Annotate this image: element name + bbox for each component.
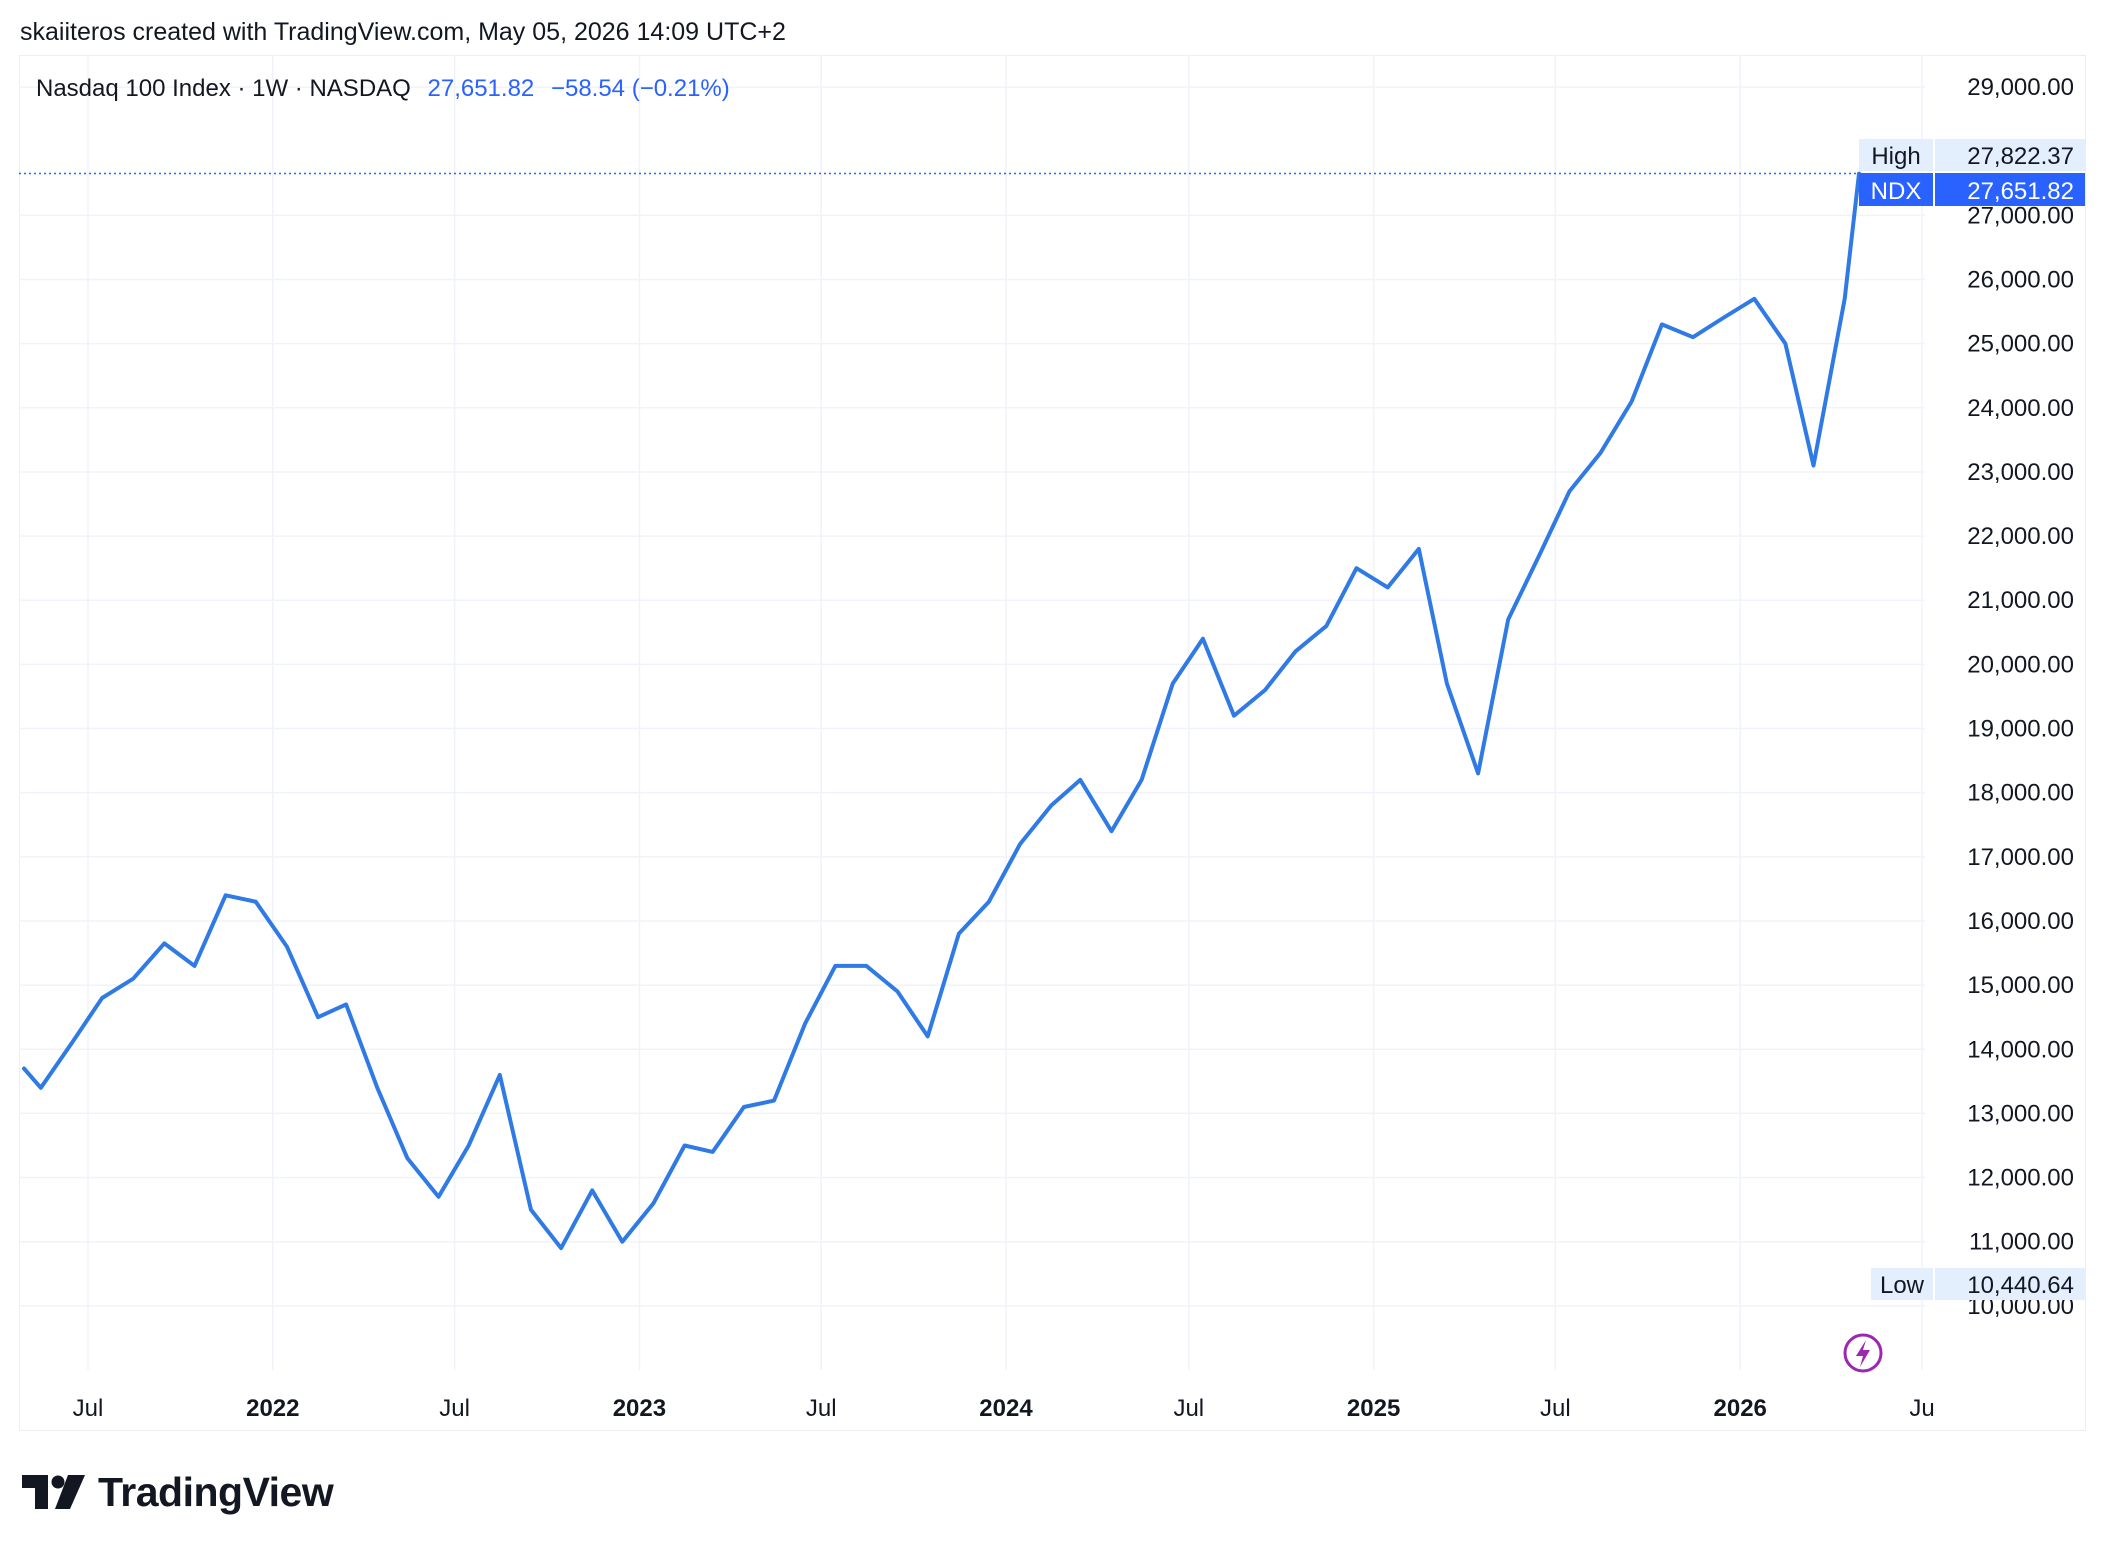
- x-tick-label: Jul: [806, 1395, 837, 1422]
- symbol-legend: Nasdaq 100 Index · 1W · NASDAQ 27,651.82…: [36, 75, 730, 103]
- x-tick-label: Jul: [439, 1395, 470, 1422]
- chart-caption: skaiiteros created with TradingView.com,…: [20, 18, 786, 46]
- y-tick-label: 27,000.00: [1967, 202, 2074, 229]
- x-tick-label: Ju: [1909, 1395, 1934, 1422]
- x-tick-label: Jul: [73, 1395, 104, 1422]
- last-price: 27,651.82: [427, 75, 535, 102]
- y-tick-label: 13,000.00: [1967, 1100, 2074, 1127]
- high-tag: High 27,822.37: [1859, 139, 2085, 171]
- time-axis: Jul 2022 Jul 2023 Jul 2024 Jul 2025 Jul 2026 Ju: [73, 1395, 1935, 1422]
- high-value: 27,822.37: [1967, 143, 2074, 170]
- x-tick-label: 2022: [246, 1395, 299, 1422]
- low-label: Low: [1880, 1272, 1925, 1299]
- y-tick-label: 19,000.00: [1967, 716, 2074, 743]
- y-tick-label: 23,000.00: [1967, 459, 2074, 486]
- ndx-label: NDX: [1871, 178, 1922, 205]
- low-tag: Low 10,440.64: [1871, 1268, 2085, 1300]
- symbol-title: Nasdaq 100 Index · 1W · NASDAQ: [36, 75, 411, 102]
- x-tick-label: Jul: [1173, 1395, 1204, 1422]
- y-tick-label: 22,000.00: [1967, 523, 2074, 550]
- y-tick-label: 11,000.00: [1969, 1229, 2074, 1256]
- grid: [19, 55, 1925, 1370]
- y-tick-label: 17,000.00: [1967, 844, 2074, 871]
- x-tick-label: 2026: [1714, 1395, 1767, 1422]
- y-tick-label: 29,000.00: [1967, 74, 2074, 101]
- y-tick-label: 18,000.00: [1967, 780, 2074, 807]
- y-tick-label: 20,000.00: [1967, 651, 2074, 678]
- lightning-icon[interactable]: [1843, 1333, 1883, 1373]
- y-tick-label: 16,000.00: [1967, 908, 2074, 935]
- price-line: [22, 171, 1861, 1251]
- ndx-tag: NDX 27,651.82: [1859, 173, 2085, 206]
- logo-text: TradingView: [98, 1468, 334, 1515]
- x-tick-label: 2025: [1347, 1395, 1400, 1422]
- price-change: −58.54 (−0.21%): [550, 75, 730, 102]
- y-tick-label: 24,000.00: [1967, 395, 2074, 422]
- price-axis: 10,000.0011,000.0012,000.0013,000.0014,0…: [1967, 74, 2074, 1320]
- y-tick-label: 21,000.00: [1967, 587, 2074, 614]
- y-tick-label: 14,000.00: [1967, 1036, 2074, 1063]
- low-value: 10,440.64: [1967, 1272, 2074, 1299]
- tradingview-logo[interactable]: TradingView: [22, 1468, 334, 1516]
- y-tick-label: 26,000.00: [1967, 267, 2074, 294]
- y-tick-label: 25,000.00: [1967, 331, 2074, 358]
- x-tick-label: 2024: [979, 1395, 1033, 1422]
- y-tick-label: 15,000.00: [1967, 972, 2074, 999]
- ndx-value: 27,651.82: [1967, 178, 2074, 205]
- tradingview-logo-icon: [22, 1475, 85, 1509]
- x-tick-label: 2023: [613, 1395, 666, 1422]
- y-tick-label: 12,000.00: [1967, 1165, 2074, 1192]
- x-tick-label: Jul: [1540, 1395, 1571, 1422]
- chart-frame[interactable]: [19, 55, 2086, 1431]
- high-label: High: [1871, 143, 1920, 170]
